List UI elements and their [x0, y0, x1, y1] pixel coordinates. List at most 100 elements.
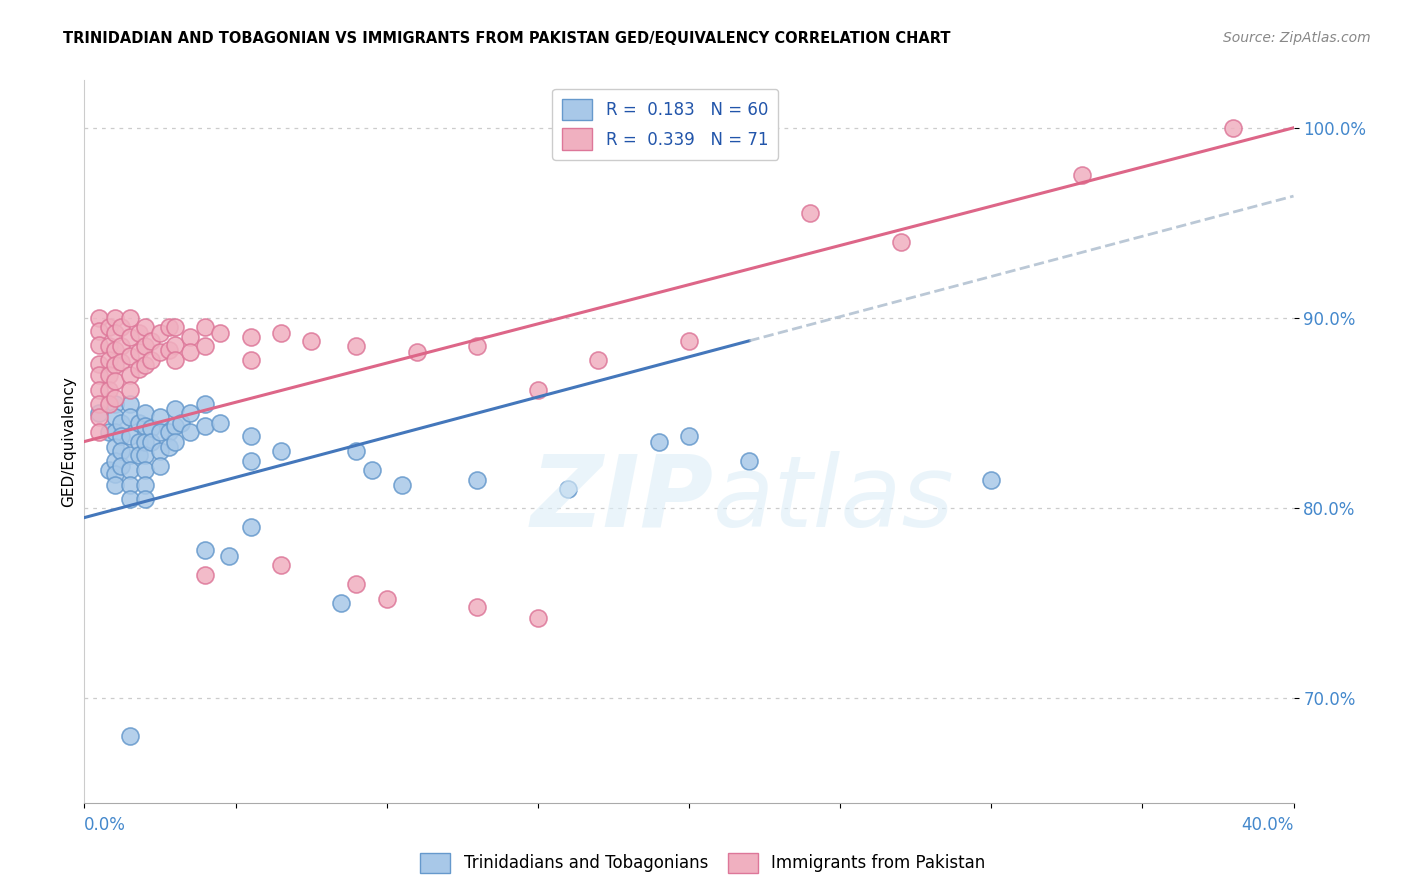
- Point: [118, 396, 141, 410]
- Text: Source: ZipAtlas.com: Source: ZipAtlas.com: [1223, 31, 1371, 45]
- Point: [89, 383, 111, 397]
- Point: [104, 310, 127, 325]
- Point: [139, 434, 162, 449]
- Point: [239, 352, 262, 367]
- Point: [128, 345, 150, 359]
- Point: [104, 478, 127, 492]
- Point: [139, 421, 162, 435]
- Point: [118, 310, 141, 325]
- Point: [134, 448, 156, 462]
- Point: [1222, 120, 1244, 135]
- Point: [270, 444, 292, 458]
- Point: [128, 416, 150, 430]
- Point: [170, 416, 193, 430]
- Point: [194, 567, 217, 582]
- Point: [97, 463, 120, 477]
- Point: [157, 343, 180, 358]
- Point: [118, 729, 141, 743]
- Point: [218, 549, 240, 563]
- Point: [97, 396, 120, 410]
- Point: [165, 402, 187, 417]
- Point: [738, 453, 761, 467]
- Point: [467, 339, 489, 353]
- Point: [239, 520, 262, 534]
- Point: [360, 463, 382, 477]
- Point: [239, 330, 262, 344]
- Point: [134, 339, 156, 353]
- Point: [128, 362, 150, 376]
- Point: [118, 463, 141, 477]
- Point: [104, 440, 127, 454]
- Point: [128, 326, 150, 340]
- Legend: Trinidadians and Tobagonians, Immigrants from Pakistan: Trinidadians and Tobagonians, Immigrants…: [413, 847, 993, 880]
- Point: [97, 368, 120, 382]
- Point: [134, 463, 156, 477]
- Point: [648, 434, 671, 449]
- Point: [134, 434, 156, 449]
- Point: [149, 444, 172, 458]
- Point: [678, 429, 700, 443]
- Text: 0.0%: 0.0%: [84, 816, 127, 834]
- Point: [346, 339, 368, 353]
- Point: [110, 339, 132, 353]
- Point: [104, 359, 127, 373]
- Point: [165, 352, 187, 367]
- Point: [149, 326, 172, 340]
- Point: [134, 320, 156, 334]
- Point: [128, 448, 150, 462]
- Point: [134, 491, 156, 506]
- Point: [104, 391, 127, 405]
- Point: [104, 453, 127, 467]
- Point: [194, 419, 217, 434]
- Point: [104, 467, 127, 481]
- Point: [134, 359, 156, 373]
- Point: [149, 345, 172, 359]
- Point: [104, 326, 127, 340]
- Point: [97, 320, 120, 334]
- Point: [110, 354, 132, 368]
- Point: [89, 324, 111, 338]
- Point: [799, 206, 821, 220]
- Point: [104, 425, 127, 439]
- Point: [118, 368, 141, 382]
- Point: [346, 577, 368, 591]
- Point: [179, 330, 201, 344]
- Point: [149, 425, 172, 439]
- Point: [110, 429, 132, 443]
- Legend: R =  0.183   N = 60, R =  0.339   N = 71: R = 0.183 N = 60, R = 0.339 N = 71: [553, 88, 778, 160]
- Point: [157, 425, 180, 439]
- Point: [194, 339, 217, 353]
- Point: [110, 459, 132, 474]
- Point: [179, 425, 201, 439]
- Point: [406, 345, 429, 359]
- Point: [110, 320, 132, 334]
- Point: [139, 334, 162, 348]
- Point: [118, 349, 141, 363]
- Point: [118, 429, 141, 443]
- Point: [299, 334, 322, 348]
- Point: [128, 434, 150, 449]
- Point: [179, 345, 201, 359]
- Point: [89, 409, 111, 424]
- Point: [239, 429, 262, 443]
- Point: [118, 409, 141, 424]
- Point: [110, 444, 132, 458]
- Point: [118, 478, 141, 492]
- Text: atlas: atlas: [713, 450, 955, 548]
- Point: [97, 383, 120, 397]
- Point: [134, 478, 156, 492]
- Point: [118, 448, 141, 462]
- Point: [134, 406, 156, 420]
- Point: [165, 337, 187, 351]
- Point: [89, 337, 111, 351]
- Point: [89, 357, 111, 371]
- Point: [391, 478, 413, 492]
- Point: [467, 599, 489, 614]
- Point: [134, 419, 156, 434]
- Point: [1071, 169, 1094, 183]
- Point: [209, 326, 232, 340]
- Point: [346, 444, 368, 458]
- Point: [89, 368, 111, 382]
- Point: [467, 473, 489, 487]
- Point: [375, 592, 398, 607]
